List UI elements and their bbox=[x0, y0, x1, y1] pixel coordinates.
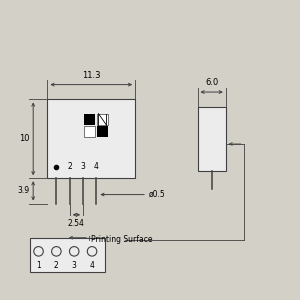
Text: ø0.5: ø0.5 bbox=[148, 190, 165, 199]
Text: 6.0: 6.0 bbox=[205, 78, 218, 87]
Bar bbox=[97, 114, 108, 125]
Text: 11.3: 11.3 bbox=[82, 71, 100, 80]
Text: 10: 10 bbox=[19, 134, 30, 143]
Text: 2: 2 bbox=[68, 162, 72, 171]
Bar bbox=[47, 100, 135, 178]
Bar bbox=[97, 126, 108, 137]
Text: 3.9: 3.9 bbox=[17, 186, 30, 195]
Text: 2.54: 2.54 bbox=[68, 219, 85, 228]
Bar bbox=[84, 114, 95, 125]
Text: 3: 3 bbox=[72, 260, 76, 269]
Bar bbox=[84, 126, 95, 137]
Text: 4: 4 bbox=[90, 260, 94, 269]
Text: 1: 1 bbox=[36, 260, 41, 269]
Text: 3: 3 bbox=[81, 162, 85, 171]
Bar bbox=[30, 238, 105, 272]
Text: 2: 2 bbox=[54, 260, 59, 269]
Text: 4: 4 bbox=[94, 162, 99, 171]
Text: Printing Surface: Printing Surface bbox=[91, 235, 152, 244]
Bar bbox=[198, 107, 226, 171]
